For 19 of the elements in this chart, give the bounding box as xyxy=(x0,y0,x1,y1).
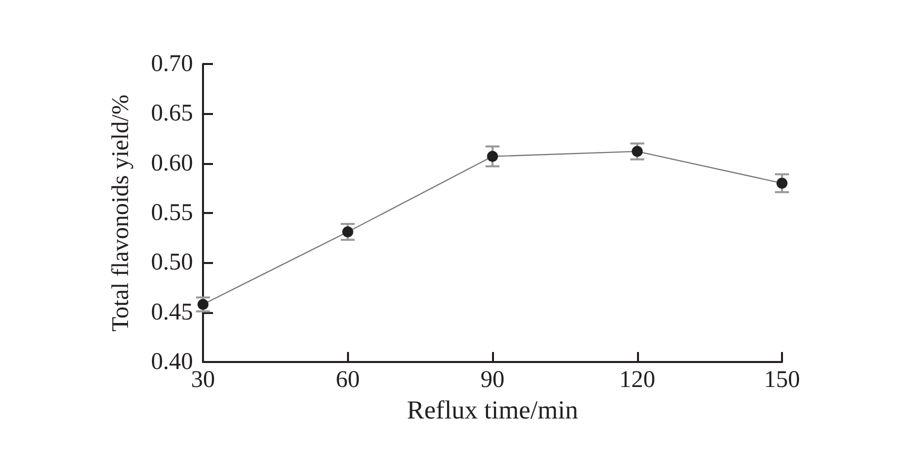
y-tick-label: 0.45 xyxy=(151,299,193,326)
point xyxy=(487,150,498,162)
y-tick-label: 0.65 xyxy=(151,100,193,127)
x-tick-label: 60 xyxy=(336,367,360,393)
y-tick-label: 0.55 xyxy=(151,200,193,226)
x-axis-title: Reflux time/min xyxy=(406,395,578,424)
y-tick-label: 0.70 xyxy=(151,51,193,77)
y-tick-label: 0.50 xyxy=(151,250,193,276)
x-tick-label: 30 xyxy=(191,367,215,393)
x-tick-label: 150 xyxy=(764,367,800,393)
point xyxy=(198,298,208,310)
x-tick-label: 90 xyxy=(480,367,504,393)
point xyxy=(632,146,643,157)
y-tick-label: 0.40 xyxy=(151,349,193,375)
point xyxy=(342,226,354,238)
y-axis-title: Total flavonoids yield/% xyxy=(108,94,134,332)
y-tick-label: 0.60 xyxy=(151,150,193,176)
x-tick-label: 120 xyxy=(619,367,656,393)
point xyxy=(776,178,788,189)
